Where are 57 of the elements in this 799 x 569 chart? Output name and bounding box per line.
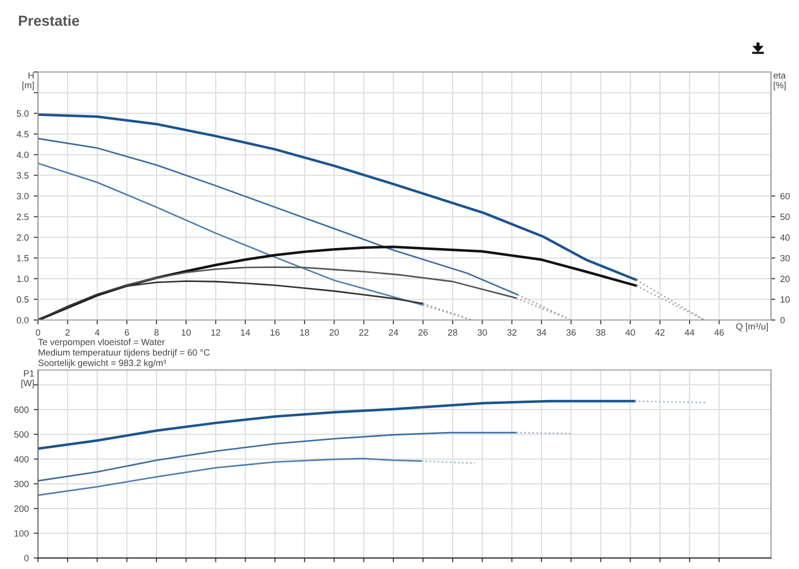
y-tick-label: 300 xyxy=(14,480,29,488)
y2-tick-label: 0 xyxy=(780,316,785,324)
x-tick-label: 12 xyxy=(211,329,220,336)
x-tick-label: 32 xyxy=(507,329,516,336)
y-tick-label: 0 xyxy=(24,554,29,562)
y-tick-label: 5.0 xyxy=(16,110,29,117)
x-tick-label: 2 xyxy=(66,329,70,336)
y2-tick-label: 10 xyxy=(780,296,790,303)
text: Soortelijk gewicht = 983.2 kg/m³ xyxy=(38,359,166,368)
y-tick-label: 2.0 xyxy=(16,234,29,241)
x-tick-label: 22 xyxy=(359,329,368,336)
x-tick-label: 26 xyxy=(418,329,428,336)
x-tick-label: 16 xyxy=(270,329,280,336)
x-tick-label: 30 xyxy=(478,329,487,336)
y-tick-label: 3.0 xyxy=(16,192,29,200)
x-tick-label: 4 xyxy=(94,329,100,336)
y-tick-label: 1.5 xyxy=(17,255,29,262)
y-tick-label: 0.0 xyxy=(16,316,29,324)
x-tick-label: 38 xyxy=(596,329,606,336)
y-tick-label: 3.5 xyxy=(16,172,29,179)
y-tick-label: 4.0 xyxy=(16,152,29,158)
y2-tick-label: 30 xyxy=(780,254,790,262)
y2-tick-label: 40 xyxy=(780,234,790,241)
x-tick-label: 18 xyxy=(300,329,310,336)
y-tick-label: 2.5 xyxy=(16,214,29,220)
y2-tick-label: 20 xyxy=(780,276,790,282)
chart-title: Prestatie xyxy=(18,15,80,26)
x-tick-label: 10 xyxy=(182,329,191,336)
x-axis-title: Q [m³/u] xyxy=(736,322,768,332)
y-tick-label: 4.5 xyxy=(16,131,29,138)
y-tick-label: 400 xyxy=(14,456,29,462)
x-tick-label: 14 xyxy=(240,329,250,336)
y-tick-label: 500 xyxy=(14,431,29,438)
x-tick-label: 34 xyxy=(536,329,546,336)
x-tick-label: 24 xyxy=(388,329,398,336)
y-tick-label: 600 xyxy=(14,406,29,413)
y2-axis-title: eta [%] xyxy=(774,72,786,90)
x-tick-label: 46 xyxy=(714,329,724,336)
x-tick-label: 20 xyxy=(330,329,339,336)
x-tick-label: 42 xyxy=(655,329,665,336)
x-tick-label: 6 xyxy=(124,329,129,336)
x-tick-label: 44 xyxy=(684,329,694,336)
y-tick-label: 200 xyxy=(14,505,29,512)
text: Te verpompen vloeistof = Water xyxy=(38,338,165,348)
x-tick-label: 36 xyxy=(566,329,576,336)
x-tick-label: 0 xyxy=(36,329,40,336)
x-tick-label: 8 xyxy=(154,329,159,336)
y-tick-label: 100 xyxy=(14,530,29,537)
text: Medium temperatuur tijdens bedrijf = 60 °C xyxy=(38,349,210,358)
x-tick-label: 28 xyxy=(448,329,458,336)
y2-tick-label: 50 xyxy=(780,214,790,220)
y-tick-label: 0.5 xyxy=(16,296,29,303)
y-tick-label: 1.0 xyxy=(17,276,29,282)
y2-tick-label: 60 xyxy=(780,192,790,200)
x-tick-label: 40 xyxy=(626,329,635,336)
y-axis-title: H [m] xyxy=(22,72,34,90)
y-axis-title: P1 [W] xyxy=(21,370,34,388)
